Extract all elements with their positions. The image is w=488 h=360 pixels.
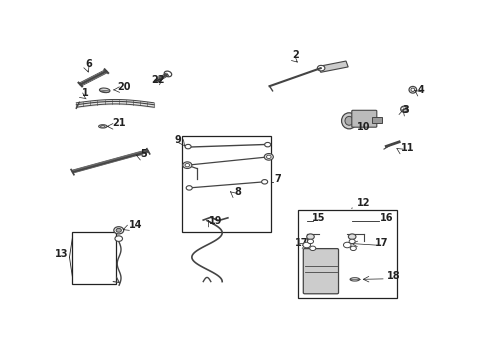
Circle shape (302, 242, 310, 248)
Text: 2: 2 (292, 50, 299, 60)
Text: 9: 9 (175, 135, 181, 145)
Circle shape (317, 66, 324, 71)
Text: 11: 11 (400, 143, 413, 153)
Text: 17: 17 (294, 238, 308, 248)
Ellipse shape (99, 125, 107, 128)
Text: 7: 7 (274, 174, 281, 184)
Circle shape (266, 155, 270, 158)
Circle shape (264, 153, 273, 160)
Text: 22: 22 (151, 75, 164, 85)
Circle shape (184, 144, 191, 149)
Bar (371, 117, 382, 123)
Circle shape (348, 239, 354, 244)
Ellipse shape (99, 88, 110, 93)
Circle shape (261, 180, 267, 184)
FancyBboxPatch shape (303, 249, 338, 294)
Circle shape (264, 143, 270, 147)
Ellipse shape (164, 71, 171, 77)
Text: 14: 14 (128, 220, 142, 230)
Circle shape (306, 234, 314, 239)
Ellipse shape (408, 86, 416, 93)
Text: 19: 19 (208, 216, 222, 226)
Text: 21: 21 (112, 118, 125, 129)
Circle shape (116, 228, 121, 232)
Circle shape (183, 162, 191, 168)
Text: 18: 18 (386, 271, 400, 281)
Bar (181, 136, 270, 232)
Bar (297, 210, 396, 298)
Circle shape (186, 186, 192, 190)
Text: 20: 20 (117, 82, 130, 92)
Text: 16: 16 (379, 213, 392, 223)
Circle shape (347, 234, 355, 239)
Ellipse shape (344, 116, 353, 125)
Ellipse shape (410, 88, 414, 91)
Circle shape (349, 246, 356, 251)
Text: 13: 13 (55, 249, 68, 259)
Text: 15: 15 (311, 213, 325, 223)
Text: 5: 5 (141, 149, 147, 159)
Text: 3: 3 (401, 105, 408, 115)
Circle shape (184, 163, 189, 167)
Text: 12: 12 (356, 198, 369, 208)
Text: 10: 10 (356, 122, 369, 132)
Text: 1: 1 (82, 89, 88, 98)
FancyBboxPatch shape (351, 110, 376, 127)
Text: 6: 6 (85, 59, 92, 69)
Circle shape (343, 242, 350, 248)
Bar (72, 232, 116, 284)
Text: 8: 8 (234, 186, 241, 197)
Ellipse shape (400, 106, 407, 112)
Text: 17: 17 (374, 238, 387, 248)
Circle shape (309, 246, 315, 251)
Ellipse shape (349, 278, 359, 281)
Ellipse shape (101, 126, 105, 127)
Bar (318, 61, 347, 72)
Circle shape (115, 236, 122, 242)
Ellipse shape (341, 113, 356, 129)
Circle shape (114, 227, 123, 234)
Circle shape (307, 239, 313, 244)
Text: 4: 4 (417, 85, 424, 95)
